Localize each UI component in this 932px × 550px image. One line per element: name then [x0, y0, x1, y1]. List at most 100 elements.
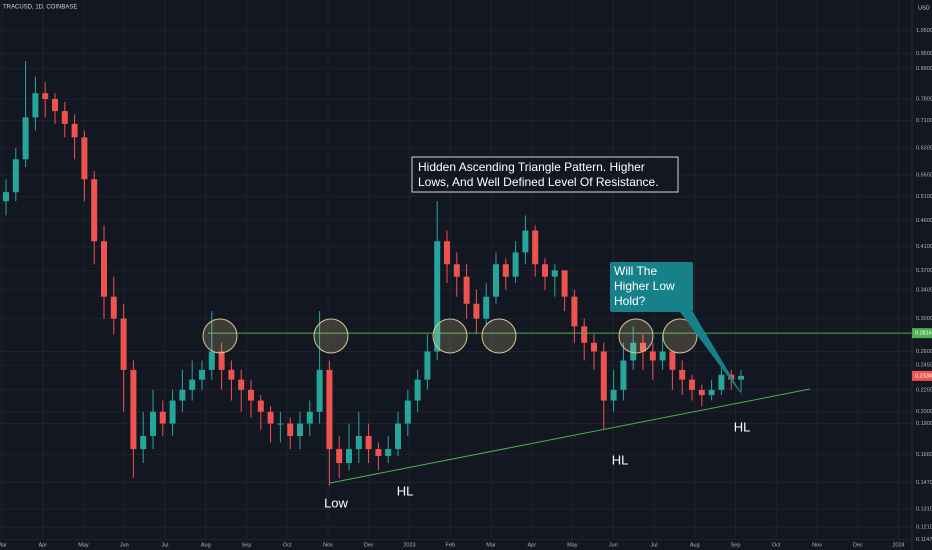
candle-body	[581, 326, 588, 343]
y-tick-label: 0.1900	[916, 421, 932, 427]
x-tick-label: Sep	[242, 542, 252, 548]
candle-body	[610, 389, 617, 401]
price-tag-label: 0.2338	[915, 373, 932, 379]
candle-body	[238, 379, 245, 390]
candle-body	[130, 369, 137, 450]
candle-body	[718, 374, 725, 390]
x-tick-label: May	[78, 542, 89, 548]
candle-body	[483, 296, 490, 319]
candle-body	[414, 379, 421, 401]
candle-body	[120, 318, 127, 370]
x-tick-label: Nov	[812, 542, 822, 548]
callout-pointer	[680, 312, 744, 398]
pattern-text: Hidden Ascending Triangle Pattern. Highe…	[418, 160, 645, 174]
candle-body	[267, 411, 274, 424]
candle-body	[101, 241, 107, 297]
candle-body	[52, 98, 58, 112]
resistance-tag	[912, 328, 932, 339]
y-tick-label: 0.8900	[916, 66, 932, 72]
candle-body	[336, 449, 343, 464]
touch-circle	[432, 318, 468, 354]
x-tick-label: Nov	[323, 542, 333, 548]
candle-body	[385, 449, 392, 456]
y-tick-label: 0.3000	[916, 316, 932, 322]
candle-body	[12, 159, 19, 193]
candle-body	[659, 351, 666, 361]
y-tick-label: 0.2200	[916, 387, 932, 393]
x-tick-label: Feb	[446, 542, 455, 548]
y-tick-label: 0.3400	[916, 287, 932, 293]
x-tick-label: Aug	[690, 542, 700, 548]
y-tick-label: 0.2450	[916, 363, 932, 369]
hl-label: HL	[397, 483, 414, 498]
candle-body	[620, 360, 627, 390]
y-tick-label: 0.9500	[916, 51, 932, 57]
y-tick-label: 0.7800	[916, 96, 932, 102]
candle-body	[532, 230, 539, 265]
axis: 1.0500 0.9500 0.8900 0.7800 0.7100 0.6300 0.56…	[0, 28, 932, 548]
y-tick-label: 0.5600	[916, 173, 932, 179]
candle-body	[91, 179, 98, 242]
x-tick-label: Oct	[772, 542, 781, 548]
candle-body	[591, 342, 597, 352]
candle-body	[708, 389, 715, 396]
touch-circle	[202, 318, 238, 354]
x-tick-label: Apr	[527, 542, 536, 548]
x-tick-label: Dec	[364, 542, 374, 548]
candle-body	[81, 137, 88, 180]
symbol-title: TRACUSD, 1D, COINBASE	[3, 5, 77, 11]
candle-body	[669, 351, 676, 370]
support-line	[329, 388, 811, 484]
candle-body	[326, 369, 333, 450]
candle-body	[689, 379, 695, 390]
candle-body	[375, 449, 382, 456]
candle-body	[561, 270, 568, 297]
touch-circle	[662, 318, 698, 354]
candle-body	[316, 369, 323, 412]
candle-body	[444, 241, 450, 265]
drawings: Hidden Ascending Triangle Pattern. Highe…	[202, 156, 811, 510]
x-tick-label: Aug	[201, 542, 211, 548]
x-tick-label: Oct	[283, 542, 292, 548]
candle-body	[395, 423, 401, 450]
candle-body	[287, 423, 294, 436]
candles	[3, 61, 912, 486]
candle-body	[71, 123, 78, 138]
candle-body	[208, 351, 215, 370]
candle-body	[630, 342, 637, 361]
candle-body	[228, 369, 235, 380]
candle-body	[355, 435, 362, 450]
x-tick-label: Apr	[38, 542, 47, 548]
x-tick-label: May	[567, 542, 578, 548]
x-tick-label: 2023	[403, 542, 415, 548]
candle-body	[551, 270, 558, 277]
candle-body	[169, 400, 176, 424]
y-tick-label: 0.2000	[916, 409, 932, 415]
candle-body	[32, 93, 39, 118]
candle-body	[502, 264, 509, 277]
candle-body	[738, 375, 744, 380]
x-tick-label: Sep	[731, 542, 741, 548]
y-tick-label: 1.0500	[916, 28, 932, 34]
candle-body	[473, 303, 480, 319]
y-tick-label: 0.2600	[916, 349, 932, 355]
y-tick-label: 0.1470	[916, 480, 932, 486]
candle-body	[522, 230, 529, 253]
candle-body	[150, 411, 156, 436]
pattern-box	[411, 156, 679, 193]
candle-body	[600, 351, 607, 401]
x-tick-label: Jul	[161, 542, 168, 548]
y-tick-label: 0.4100	[916, 244, 932, 250]
y-tick-label: 0.5100	[916, 194, 932, 200]
x-tick-label: Jun	[120, 542, 129, 548]
question-box	[610, 262, 693, 312]
candle-body	[434, 241, 441, 352]
currency-label: USD	[918, 5, 930, 11]
candle-body	[404, 400, 411, 424]
resistance-tag-label: 0.2816	[915, 331, 932, 337]
candle-body	[3, 192, 9, 202]
candle-body	[199, 369, 205, 380]
candle-body	[640, 342, 646, 352]
